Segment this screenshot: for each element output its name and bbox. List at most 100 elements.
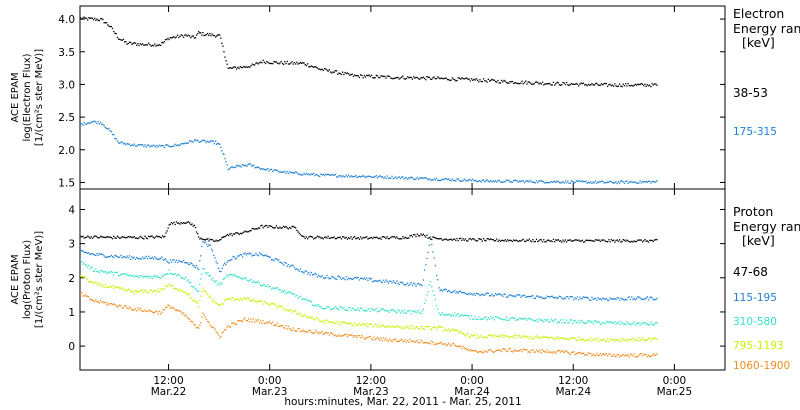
data-point [540, 239, 542, 241]
y-tick-label: 2.5 [58, 112, 75, 124]
data-point [395, 326, 397, 328]
data-point [111, 133, 114, 136]
data-point [369, 310, 371, 312]
data-point [214, 36, 217, 38]
data-point [420, 283, 422, 286]
data-point [213, 240, 215, 242]
legend-entry-795-1193: 795-1193 [733, 340, 784, 352]
data-point [651, 354, 653, 356]
data-point [408, 77, 410, 79]
data-point [308, 173, 310, 175]
data-point [605, 182, 608, 184]
data-point [246, 279, 249, 281]
x-tick-date-label: Mar.24 [454, 386, 490, 398]
data-point [155, 276, 157, 278]
data-point [505, 240, 508, 242]
data-point [584, 84, 586, 86]
data-point [532, 239, 534, 241]
data-point [273, 169, 275, 171]
data-point [336, 307, 338, 309]
data-point [197, 233, 199, 235]
data-point [610, 338, 612, 340]
data-point [349, 277, 351, 280]
data-point [482, 238, 485, 240]
data-point [461, 180, 463, 182]
data-point [514, 334, 516, 337]
data-point [228, 273, 231, 276]
data-point [373, 236, 375, 238]
data-point [415, 340, 417, 342]
data-point [479, 79, 481, 81]
data-point [183, 259, 185, 262]
data-point [643, 240, 645, 242]
data-point [509, 239, 511, 241]
data-point [340, 335, 343, 337]
data-point [543, 321, 545, 323]
data-point [104, 270, 106, 273]
data-point [573, 83, 575, 85]
data-point [279, 289, 281, 291]
data-point [308, 236, 310, 238]
data-point [357, 276, 359, 278]
data-point [572, 83, 574, 85]
data-point [550, 295, 552, 298]
data-point [616, 339, 618, 341]
data-point [178, 222, 180, 224]
data-point [431, 179, 433, 181]
data-point [286, 309, 288, 311]
data-point [622, 181, 624, 183]
data-point [529, 335, 532, 337]
data-point [246, 297, 249, 299]
data-point [468, 78, 470, 80]
data-point [217, 240, 220, 242]
data-point [651, 239, 653, 242]
data-point [580, 181, 582, 183]
data-point [262, 320, 264, 322]
data-point [550, 240, 552, 242]
data-point [148, 275, 150, 277]
data-point [168, 38, 170, 41]
data-point [126, 142, 128, 145]
data-point [267, 322, 269, 324]
data-point [505, 350, 508, 352]
data-point [498, 336, 500, 338]
data-point [485, 80, 487, 82]
data-point [531, 240, 533, 243]
data-point [372, 281, 374, 283]
data-point [183, 312, 185, 314]
data-point [131, 43, 133, 45]
data-point [476, 292, 479, 295]
data-point [357, 176, 359, 178]
data-point [299, 174, 302, 176]
data-point [516, 240, 518, 242]
data-point [421, 234, 423, 236]
data-point [210, 140, 212, 142]
data-point [597, 354, 599, 356]
data-point [639, 297, 641, 299]
data-point [239, 320, 241, 322]
data-point [466, 240, 468, 242]
data-point [168, 283, 170, 285]
data-point [574, 182, 576, 184]
data-point [315, 273, 317, 275]
data-point [269, 304, 271, 306]
data-point [638, 182, 640, 184]
data-point [139, 143, 141, 146]
data-point [455, 315, 457, 317]
data-point [107, 256, 109, 258]
data-point [325, 319, 327, 321]
data-point [244, 165, 246, 167]
data-point [173, 288, 175, 290]
data-point [231, 235, 233, 237]
data-point [352, 336, 355, 338]
data-point [603, 83, 605, 85]
data-point [140, 274, 143, 277]
data-point [544, 336, 546, 338]
data-point [405, 177, 408, 179]
data-point [185, 142, 187, 144]
data-point [262, 303, 264, 305]
data-point [651, 338, 653, 340]
data-point [445, 289, 447, 291]
data-point [339, 324, 341, 326]
data-point [354, 335, 356, 337]
